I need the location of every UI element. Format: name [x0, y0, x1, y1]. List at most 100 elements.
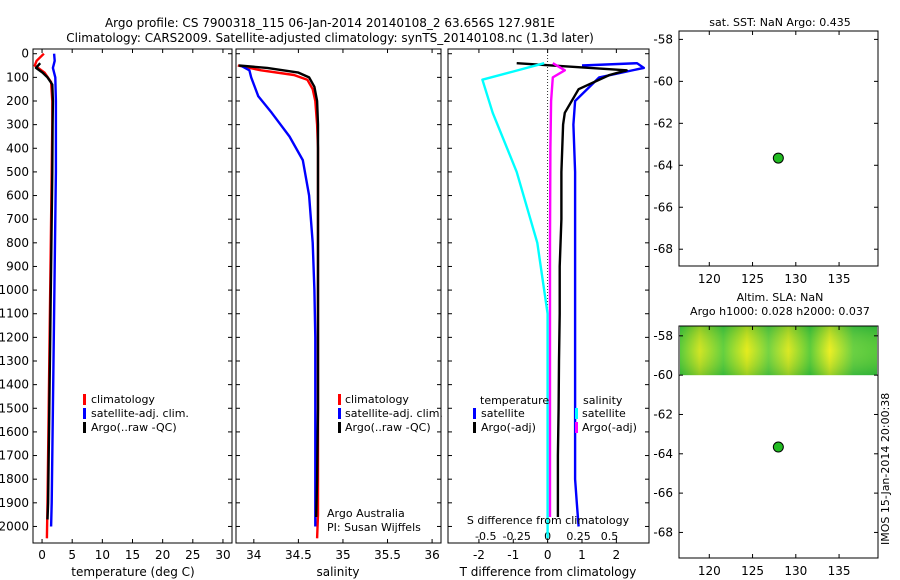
legend-climatology: climatology — [91, 393, 155, 406]
legend-climatology: climatology — [345, 393, 409, 406]
y-tick-label: 100 — [6, 70, 29, 84]
series-line-argo-raw-qc — [34, 62, 55, 520]
difference-curves — [481, 62, 645, 539]
y-tick-label: 1900 — [0, 496, 29, 510]
map-x-tick-label: 120 — [698, 272, 721, 286]
x-tick-label: 36 — [424, 548, 439, 562]
imos-timestamp-label: IMOS 15-Jan-2014 20:00:38 — [879, 393, 892, 545]
series-line-satellite-adj-clim — [239, 64, 317, 527]
argo-australia-label: Argo Australia — [327, 507, 405, 520]
map-y-tick-label: -62 — [653, 116, 673, 130]
sst-map-frame — [678, 30, 879, 267]
temperature-axis-label: temperature (deg C) — [71, 565, 194, 579]
legend-s-argo: Argo(-adj) — [582, 421, 637, 434]
x-tick-label: 25 — [185, 548, 200, 562]
y-tick-label: 600 — [6, 189, 29, 203]
sla-map-frame — [678, 325, 879, 559]
sla-color-band-shading — [680, 326, 877, 376]
x-tick-label: 35.5 — [374, 548, 401, 562]
argo-location-marker — [772, 152, 784, 164]
y-tick-label: 500 — [6, 165, 29, 179]
series-line-satellite-t — [572, 62, 645, 527]
map-x-tick-label: 130 — [784, 564, 807, 578]
map-y-tick-label: -60 — [653, 74, 673, 88]
map-x-tick-label: 135 — [828, 564, 851, 578]
legend-swatch-climatology — [338, 394, 341, 405]
x-tick-label: 34.5 — [285, 548, 312, 562]
y-tick-label: 900 — [6, 259, 29, 273]
x-tick-label: 1 — [578, 548, 586, 562]
series-line-argo-adj-t — [516, 62, 628, 517]
pi-label: PI: Susan Wijffels — [327, 521, 421, 534]
legend-swatch-argo — [338, 422, 341, 433]
map-y-tick-label: -68 — [653, 242, 673, 256]
sla-map-title: Altim. SLA: NaN — [737, 291, 824, 304]
s-tick-label: 0.25 — [566, 530, 591, 543]
legend-swatch-argo — [83, 422, 86, 433]
legend-swatch-climatology — [83, 394, 86, 405]
x-tick-label: 0 — [544, 548, 552, 562]
axis-ticks: 0 5 10 15 20 25 30 34 34.5 35 35.5 36 -2 -1 0 1 20100200… — [0, 31, 878, 578]
header-line1: Argo profile: CS 7900318_115 06-Jan-2014… — [105, 16, 555, 30]
x-tick-label: 30 — [215, 548, 230, 562]
legend-t-satellite: satellite — [481, 407, 525, 420]
y-tick-label: 0 — [21, 47, 29, 61]
map-x-tick-label: 120 — [698, 564, 721, 578]
y-tick-label: 400 — [6, 141, 29, 155]
map-y-tick-label: -68 — [653, 525, 673, 539]
legend-title-salinity: salinity — [583, 394, 623, 407]
temperature-panel-frame — [32, 48, 233, 544]
s-tick-label: 0.5 — [601, 530, 619, 543]
legend-s-satellite: satellite — [582, 407, 626, 420]
x-tick-label: 2 — [613, 548, 621, 562]
legend-swatch-s-argo — [575, 422, 578, 433]
argo-location-marker — [772, 441, 784, 453]
t-difference-axis-label: T difference from climatology — [459, 565, 637, 579]
y-tick-label: 700 — [6, 212, 29, 226]
series-line-argo-raw-qc — [238, 64, 320, 518]
s-difference-axis-label: S difference from climatology — [467, 514, 630, 527]
sst-map-title: sat. SST: NaN Argo: 0.435 — [709, 16, 850, 29]
legend-swatch-satellite — [338, 408, 341, 419]
y-tick-label: 1100 — [0, 307, 29, 321]
header-line2: Climatology: CARS2009. Satellite-adjuste… — [66, 31, 594, 45]
legend-swatch-s-satellite — [575, 408, 578, 419]
map-x-tick-label: 125 — [741, 272, 764, 286]
s-tick-label: -0.25 — [502, 530, 530, 543]
legend-title-temperature: temperature — [480, 394, 549, 407]
y-tick-label: 2000 — [0, 519, 29, 533]
legend-swatch-t-satellite — [473, 408, 476, 419]
y-tick-label: 1700 — [0, 449, 29, 463]
x-tick-label: 10 — [95, 548, 110, 562]
y-tick-label: 300 — [6, 118, 29, 132]
salinity-panel-frame — [235, 48, 442, 544]
y-tick-label: 1500 — [0, 401, 29, 415]
map-y-tick-label: -62 — [653, 407, 673, 421]
map-y-tick-label: -64 — [653, 447, 673, 461]
y-tick-label: 200 — [6, 94, 29, 108]
x-tick-label: 5 — [68, 548, 76, 562]
y-tick-label: 1400 — [0, 378, 29, 392]
y-tick-label: 1600 — [0, 425, 29, 439]
y-tick-label: 1200 — [0, 330, 29, 344]
series-line-climatology — [237, 64, 320, 539]
map-y-tick-label: -58 — [653, 32, 673, 46]
salinity-axis-label: salinity — [316, 565, 359, 579]
y-tick-label: 1000 — [0, 283, 29, 297]
temperature-curves — [33, 52, 58, 539]
y-tick-label: 800 — [6, 236, 29, 250]
x-tick-label: 0 — [38, 548, 46, 562]
map-y-tick-label: -58 — [653, 329, 673, 343]
series-line-satellite-s — [481, 62, 549, 539]
difference-panel-frame — [447, 48, 650, 544]
map-y-tick-label: -64 — [653, 158, 673, 172]
series-line-argo-adj-s — [548, 62, 566, 517]
y-tick-label: 1800 — [0, 472, 29, 486]
s-tick-label: -0.5 — [475, 530, 496, 543]
map-y-tick-label: -66 — [653, 200, 673, 214]
map-y-tick-label: -66 — [653, 486, 673, 500]
legend-argo: Argo(..raw -QC) — [345, 421, 431, 434]
legend-satellite: satellite-adj. clim. — [91, 407, 189, 420]
